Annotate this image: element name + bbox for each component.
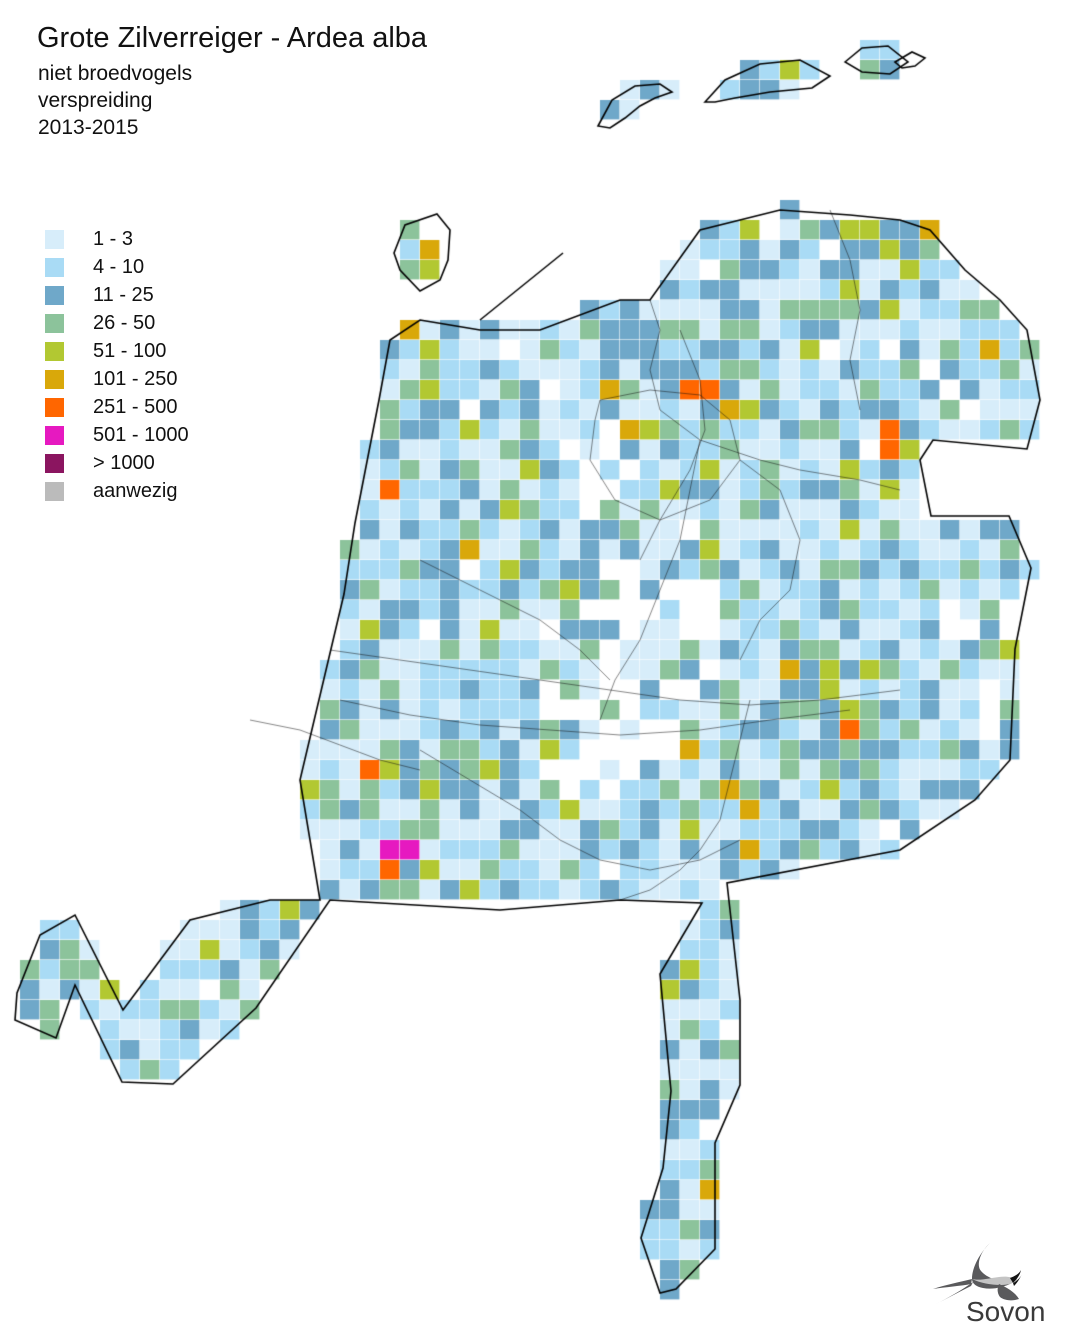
svg-text:Sovon: Sovon: [966, 1296, 1045, 1325]
